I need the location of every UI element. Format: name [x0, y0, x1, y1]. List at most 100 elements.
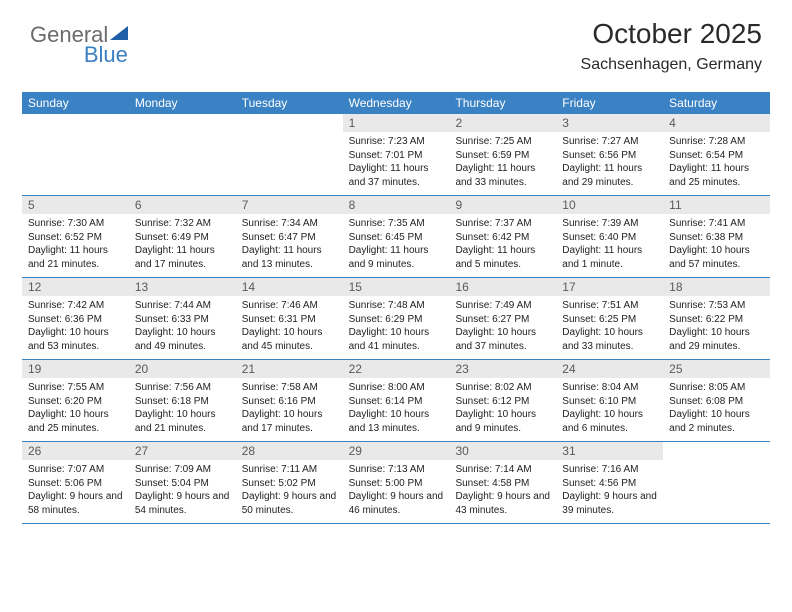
daylight-text: Daylight: 10 hours and 17 minutes. [236, 408, 343, 435]
day-cell: 27Sunrise: 7:09 AMSunset: 5:04 PMDayligh… [129, 442, 236, 523]
month-title: October 2025 [581, 18, 762, 50]
sunset-text: Sunset: 4:58 PM [449, 477, 556, 491]
sunset-text: Sunset: 6:31 PM [236, 313, 343, 327]
day-number: 29 [343, 442, 450, 460]
sunset-text: Sunset: 6:36 PM [22, 313, 129, 327]
day-cell [663, 442, 770, 523]
weekday-header-row: Sunday Monday Tuesday Wednesday Thursday… [22, 92, 770, 114]
day-number: 3 [556, 114, 663, 132]
sunrise-text: Sunrise: 7:37 AM [449, 217, 556, 231]
day-cell: 2Sunrise: 7:25 AMSunset: 6:59 PMDaylight… [449, 114, 556, 195]
sunset-text: Sunset: 6:40 PM [556, 231, 663, 245]
day-number: 25 [663, 360, 770, 378]
day-number: 23 [449, 360, 556, 378]
daylight-text: Daylight: 10 hours and 53 minutes. [22, 326, 129, 353]
day-number: 31 [556, 442, 663, 460]
sunset-text: Sunset: 4:56 PM [556, 477, 663, 491]
daylight-text: Daylight: 11 hours and 13 minutes. [236, 244, 343, 271]
daylight-text: Daylight: 11 hours and 25 minutes. [663, 162, 770, 189]
day-cell: 12Sunrise: 7:42 AMSunset: 6:36 PMDayligh… [22, 278, 129, 359]
day-cell: 8Sunrise: 7:35 AMSunset: 6:45 PMDaylight… [343, 196, 450, 277]
daylight-text: Daylight: 10 hours and 2 minutes. [663, 408, 770, 435]
sunrise-text: Sunrise: 7:11 AM [236, 463, 343, 477]
sunrise-text: Sunrise: 7:51 AM [556, 299, 663, 313]
sunset-text: Sunset: 6:16 PM [236, 395, 343, 409]
sunrise-text: Sunrise: 7:35 AM [343, 217, 450, 231]
title-block: October 2025 Sachsenhagen, Germany [581, 18, 762, 74]
day-cell: 20Sunrise: 7:56 AMSunset: 6:18 PMDayligh… [129, 360, 236, 441]
sunrise-text: Sunrise: 7:56 AM [129, 381, 236, 395]
day-number: 1 [343, 114, 450, 132]
day-number: 21 [236, 360, 343, 378]
weekday-header: Sunday [22, 92, 129, 114]
sunset-text: Sunset: 6:33 PM [129, 313, 236, 327]
sunrise-text: Sunrise: 7:16 AM [556, 463, 663, 477]
day-cell: 6Sunrise: 7:32 AMSunset: 6:49 PMDaylight… [129, 196, 236, 277]
day-number: 18 [663, 278, 770, 296]
daylight-text: Daylight: 10 hours and 9 minutes. [449, 408, 556, 435]
day-cell: 23Sunrise: 8:02 AMSunset: 6:12 PMDayligh… [449, 360, 556, 441]
day-number: 28 [236, 442, 343, 460]
sunrise-text: Sunrise: 8:05 AM [663, 381, 770, 395]
week-row: 5Sunrise: 7:30 AMSunset: 6:52 PMDaylight… [22, 196, 770, 278]
day-number: 30 [449, 442, 556, 460]
sunrise-text: Sunrise: 7:13 AM [343, 463, 450, 477]
day-number [129, 114, 236, 132]
day-cell: 5Sunrise: 7:30 AMSunset: 6:52 PMDaylight… [22, 196, 129, 277]
sunrise-text: Sunrise: 7:41 AM [663, 217, 770, 231]
daylight-text: Daylight: 10 hours and 57 minutes. [663, 244, 770, 271]
sunset-text: Sunset: 6:08 PM [663, 395, 770, 409]
day-cell: 10Sunrise: 7:39 AMSunset: 6:40 PMDayligh… [556, 196, 663, 277]
weekday-header: Tuesday [236, 92, 343, 114]
daylight-text: Daylight: 9 hours and 54 minutes. [129, 490, 236, 517]
sunset-text: Sunset: 7:01 PM [343, 149, 450, 163]
day-cell: 13 Sunrise: 7:44 AMSunset: 6:33 PMDayligh… [129, 278, 236, 359]
sunset-text: Sunset: 6:54 PM [663, 149, 770, 163]
daylight-text: Daylight: 10 hours and 49 minutes. [129, 326, 236, 353]
sunset-text: Sunset: 6:25 PM [556, 313, 663, 327]
sunrise-text: Sunrise: 7:44 AM [129, 299, 236, 313]
sunset-text: Sunset: 5:06 PM [22, 477, 129, 491]
sunset-text: Sunset: 6:14 PM [343, 395, 450, 409]
daylight-text: Daylight: 10 hours and 21 minutes. [129, 408, 236, 435]
day-cell: 14Sunrise: 7:46 AMSunset: 6:31 PMDayligh… [236, 278, 343, 359]
day-cell: 9Sunrise: 7:37 AMSunset: 6:42 PMDaylight… [449, 196, 556, 277]
day-number: 15 [343, 278, 450, 296]
day-cell: 22Sunrise: 8:00 AMSunset: 6:14 PMDayligh… [343, 360, 450, 441]
sunset-text: Sunset: 5:02 PM [236, 477, 343, 491]
sunrise-text: Sunrise: 8:00 AM [343, 381, 450, 395]
daylight-text: Daylight: 11 hours and 17 minutes. [129, 244, 236, 271]
day-cell: 31Sunrise: 7:16 AMSunset: 4:56 PMDayligh… [556, 442, 663, 523]
sunrise-text: Sunrise: 8:04 AM [556, 381, 663, 395]
day-cell: 29Sunrise: 7:13 AMSunset: 5:00 PMDayligh… [343, 442, 450, 523]
day-number: 9 [449, 196, 556, 214]
sunrise-text: Sunrise: 7:49 AM [449, 299, 556, 313]
sunset-text: Sunset: 6:12 PM [449, 395, 556, 409]
day-number: 17 [556, 278, 663, 296]
daylight-text: Daylight: 9 hours and 58 minutes. [22, 490, 129, 517]
sunrise-text: Sunrise: 7:55 AM [22, 381, 129, 395]
day-number: 13 [129, 278, 236, 296]
sunrise-text: Sunrise: 7:48 AM [343, 299, 450, 313]
day-cell: 16Sunrise: 7:49 AMSunset: 6:27 PMDayligh… [449, 278, 556, 359]
daylight-text: Daylight: 10 hours and 41 minutes. [343, 326, 450, 353]
day-cell [129, 114, 236, 195]
day-cell: 11Sunrise: 7:41 AMSunset: 6:38 PMDayligh… [663, 196, 770, 277]
day-cell: 30Sunrise: 7:14 AMSunset: 4:58 PMDayligh… [449, 442, 556, 523]
day-number: 27 [129, 442, 236, 460]
day-number: 4 [663, 114, 770, 132]
day-cell: 3Sunrise: 7:27 AMSunset: 6:56 PMDaylight… [556, 114, 663, 195]
sunset-text: Sunset: 6:20 PM [22, 395, 129, 409]
sunset-text: Sunset: 6:49 PM [129, 231, 236, 245]
daylight-text: Daylight: 11 hours and 29 minutes. [556, 162, 663, 189]
day-number: 12 [22, 278, 129, 296]
day-number: 5 [22, 196, 129, 214]
sunrise-text: Sunrise: 7:53 AM [663, 299, 770, 313]
sunrise-text: Sunrise: 7:46 AM [236, 299, 343, 313]
sunset-text: Sunset: 6:22 PM [663, 313, 770, 327]
daylight-text: Daylight: 10 hours and 29 minutes. [663, 326, 770, 353]
logo-word-blue: Blue [84, 42, 128, 68]
daylight-text: Daylight: 10 hours and 25 minutes. [22, 408, 129, 435]
week-row: 1Sunrise: 7:23 AMSunset: 7:01 PMDaylight… [22, 114, 770, 196]
sunrise-text: Sunrise: 7:32 AM [129, 217, 236, 231]
